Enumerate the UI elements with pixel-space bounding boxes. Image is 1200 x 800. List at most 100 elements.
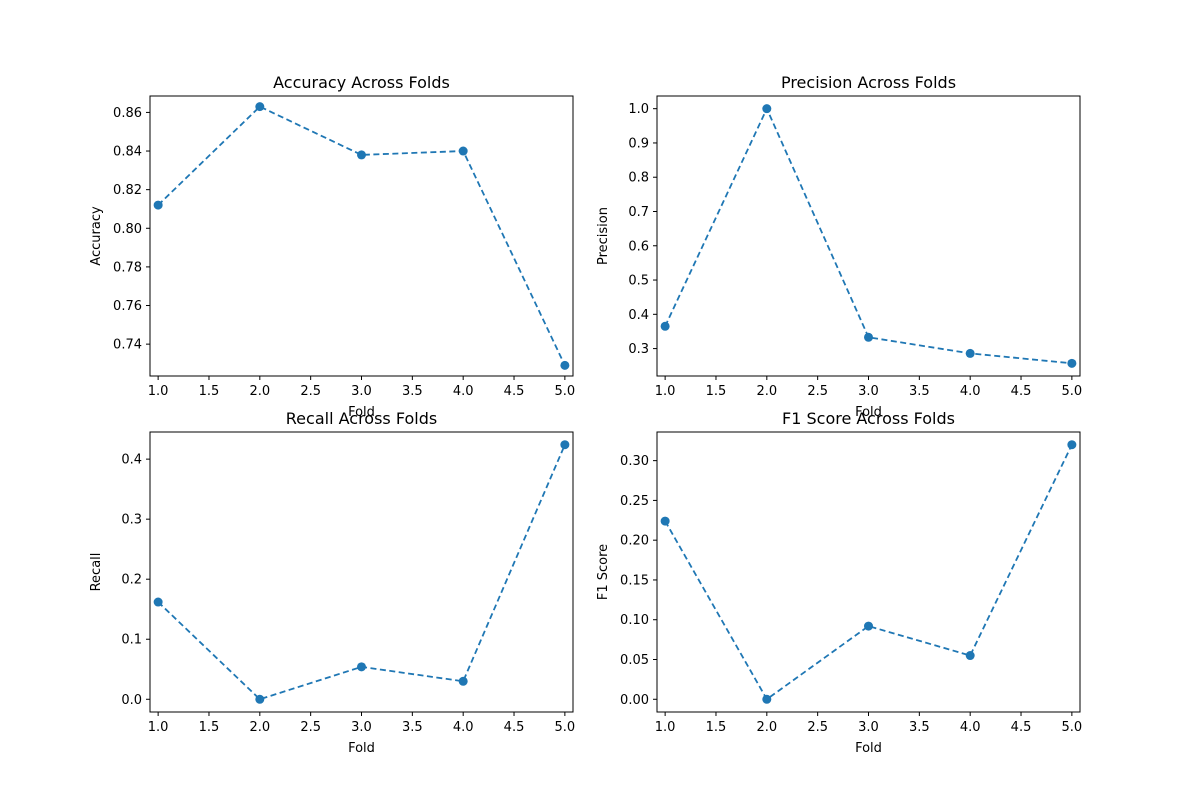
y-tick-label: 0.78 [113,260,142,275]
x-tick-label: 5.0 [1062,384,1083,399]
y-tick-label: 0.30 [620,454,649,469]
x-tick-label: 4.0 [453,384,474,399]
chart-panel-2: 1.0 1.5 2.0 2.5 3.0 3.5 4.0 4.5 5.0 0.3 0.4 0.5 0.6 0… [596,73,1082,420]
x-tick-label: 1.0 [148,720,169,735]
chart-title: Accuracy Across Folds [273,73,450,92]
y-axis-label: Accuracy [89,206,104,266]
x-tick-label: 3.5 [909,384,930,399]
data-point [255,102,265,112]
chart-title: Recall Across Folds [286,409,437,428]
x-tick-label: 5.0 [555,720,576,735]
data-point [153,597,163,607]
x-tick-label: 5.0 [555,384,576,399]
x-tick-label: 1.5 [199,720,220,735]
y-tick-label: 0.9 [628,136,649,151]
x-tick-label: 3.0 [858,384,879,399]
y-tick-label: 0.4 [628,308,649,323]
x-axis-label: Fold [348,405,375,420]
chart-panel-4: 1.0 1.5 2.0 2.5 3.0 3.5 4.0 4.5 5.0 0.00 0.05 0.10 0… [596,409,1082,756]
x-tick-label: 3.0 [351,384,372,399]
y-tick-label: 0.20 [620,534,649,549]
x-tick-label: 3.0 [858,720,879,735]
data-point [660,516,670,526]
data-point [864,621,873,631]
y-tick-label: 0.05 [620,653,649,668]
y-tick-label: 0.00 [620,693,649,708]
x-tick-label: 2.5 [300,384,321,399]
data-point [357,150,366,160]
x-tick-label: 1.5 [199,384,220,399]
data-point [965,651,975,661]
y-tick-label: 0.76 [113,299,142,314]
y-tick-label: 0.25 [620,494,649,509]
x-tick-label: 1.0 [655,720,676,735]
y-tick-label: 0.74 [113,338,142,353]
data-point [357,662,366,672]
x-tick-label: 2.5 [807,384,828,399]
y-tick-label: 0.8 [628,171,649,186]
x-tick-label: 3.0 [351,720,372,735]
x-tick-label: 4.0 [960,720,981,735]
y-tick-label: 0.4 [121,453,142,468]
y-tick-label: 1.0 [628,102,649,117]
data-point [560,360,570,370]
y-axis-label: Precision [596,207,611,265]
x-axis-label: Fold [855,405,882,420]
x-tick-label: 5.0 [1062,720,1083,735]
y-tick-label: 0.0 [121,693,142,708]
chart-title: F1 Score Across Folds [782,409,955,428]
data-point [1067,440,1077,450]
x-tick-label: 4.5 [504,384,525,399]
y-tick-label: 0.15 [620,573,649,588]
x-tick-label: 3.5 [402,384,423,399]
chart-panel-3: 1.0 1.5 2.0 2.5 3.0 3.5 4.0 4.5 5.0 0.0 0.1 0.2 0.3 0… [89,409,575,756]
y-tick-label: 0.3 [628,342,649,357]
y-tick-label: 0.2 [121,573,142,588]
data-point [965,348,975,358]
data-point [458,676,468,686]
data-point [762,104,772,114]
x-tick-label: 1.5 [706,384,727,399]
x-tick-label: 2.5 [300,720,321,735]
x-tick-label: 2.0 [249,720,270,735]
data-point [1067,358,1077,368]
x-tick-label: 1.0 [148,384,169,399]
y-tick-label: 0.5 [628,274,649,289]
x-tick-label: 4.0 [453,720,474,735]
data-point [560,440,570,450]
data-point [255,694,265,704]
y-tick-label: 0.3 [121,513,142,528]
x-axis-label: Fold [348,741,375,756]
y-tick-label: 0.82 [113,183,142,198]
data-point [762,694,772,704]
x-tick-label: 3.5 [909,720,930,735]
x-tick-label: 2.0 [249,384,270,399]
y-axis-label: F1 Score [596,544,611,600]
series-line [664,444,1073,701]
x-tick-label: 4.0 [960,384,981,399]
chart-title: Precision Across Folds [781,73,956,92]
x-tick-label: 3.5 [402,720,423,735]
y-tick-label: 0.7 [628,205,649,220]
y-tick-label: 0.86 [113,106,142,121]
data-point [153,200,163,210]
y-tick-label: 0.6 [628,239,649,254]
y-axis-label: Recall [89,553,104,592]
y-tick-label: 0.84 [113,145,142,160]
data-point [660,321,670,331]
x-tick-label: 4.5 [1011,384,1032,399]
chart-panel-1: 1.0 1.5 2.0 2.5 3.0 3.5 4.0 4.5 5.0 0.74 0.76 0.78 0… [89,73,575,420]
x-tick-label: 2.0 [756,720,777,735]
y-tick-label: 0.10 [620,613,649,628]
x-tick-label: 1.5 [706,720,727,735]
x-tick-label: 2.0 [756,384,777,399]
x-axis-label: Fold [855,741,882,756]
data-point [458,146,468,156]
x-tick-label: 2.5 [807,720,828,735]
y-tick-label: 0.80 [113,222,142,237]
x-tick-label: 1.0 [655,384,676,399]
x-tick-label: 4.5 [504,720,525,735]
data-point [864,332,873,342]
